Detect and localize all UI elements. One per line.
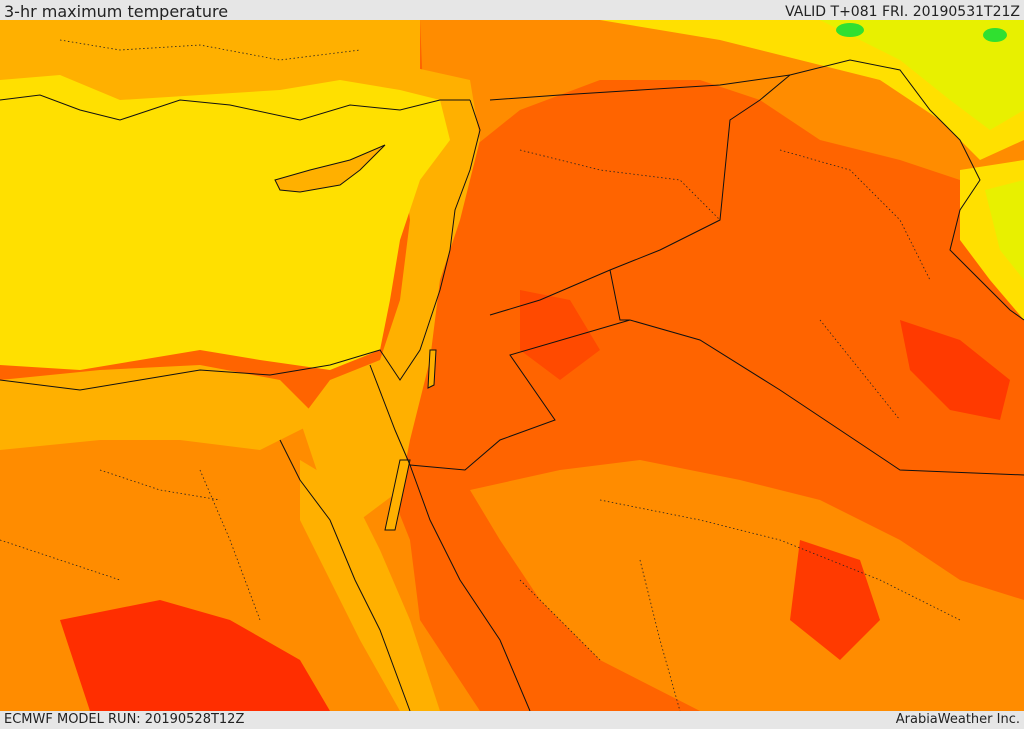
orange-field-south <box>470 460 1024 711</box>
country-borders <box>0 59 1024 711</box>
map-header: 3-hr maximum temperature VALID T+081 FRI… <box>0 0 1024 21</box>
red-patch-jordan <box>520 290 600 380</box>
yellow-green-zagros <box>985 180 1024 280</box>
green-spot-northeast <box>983 28 1007 42</box>
map-title: 3-hr maximum temperature <box>4 2 229 21</box>
credit-label: ArabiaWeather Inc. <box>895 712 1020 727</box>
province-borders <box>0 39 961 711</box>
red-patch-saudi <box>790 540 880 660</box>
temperature-map[interactable] <box>0 20 1024 711</box>
valid-time-label: VALID T+081 FRI. 20190531T21Z <box>785 4 1020 20</box>
yellow-green-zone <box>820 20 1024 130</box>
light-orange-redsea <box>300 460 440 711</box>
red-patch-iraq <box>900 320 1010 420</box>
map-footer: ECMWF MODEL RUN: 20190528T12Z ArabiaWeat… <box>0 711 1024 729</box>
light-orange-egypt <box>0 365 320 450</box>
dead-sea <box>427 349 437 389</box>
cyprus-island <box>274 144 386 193</box>
green-spot-north <box>836 23 864 37</box>
model-run-label: ECMWF MODEL RUN: 20190528T12Z <box>4 712 245 727</box>
gulf-of-aqaba <box>384 459 411 531</box>
light-orange-levant <box>300 60 480 520</box>
mediterranean-sea <box>0 75 450 370</box>
red-patch-southwest <box>60 600 330 711</box>
